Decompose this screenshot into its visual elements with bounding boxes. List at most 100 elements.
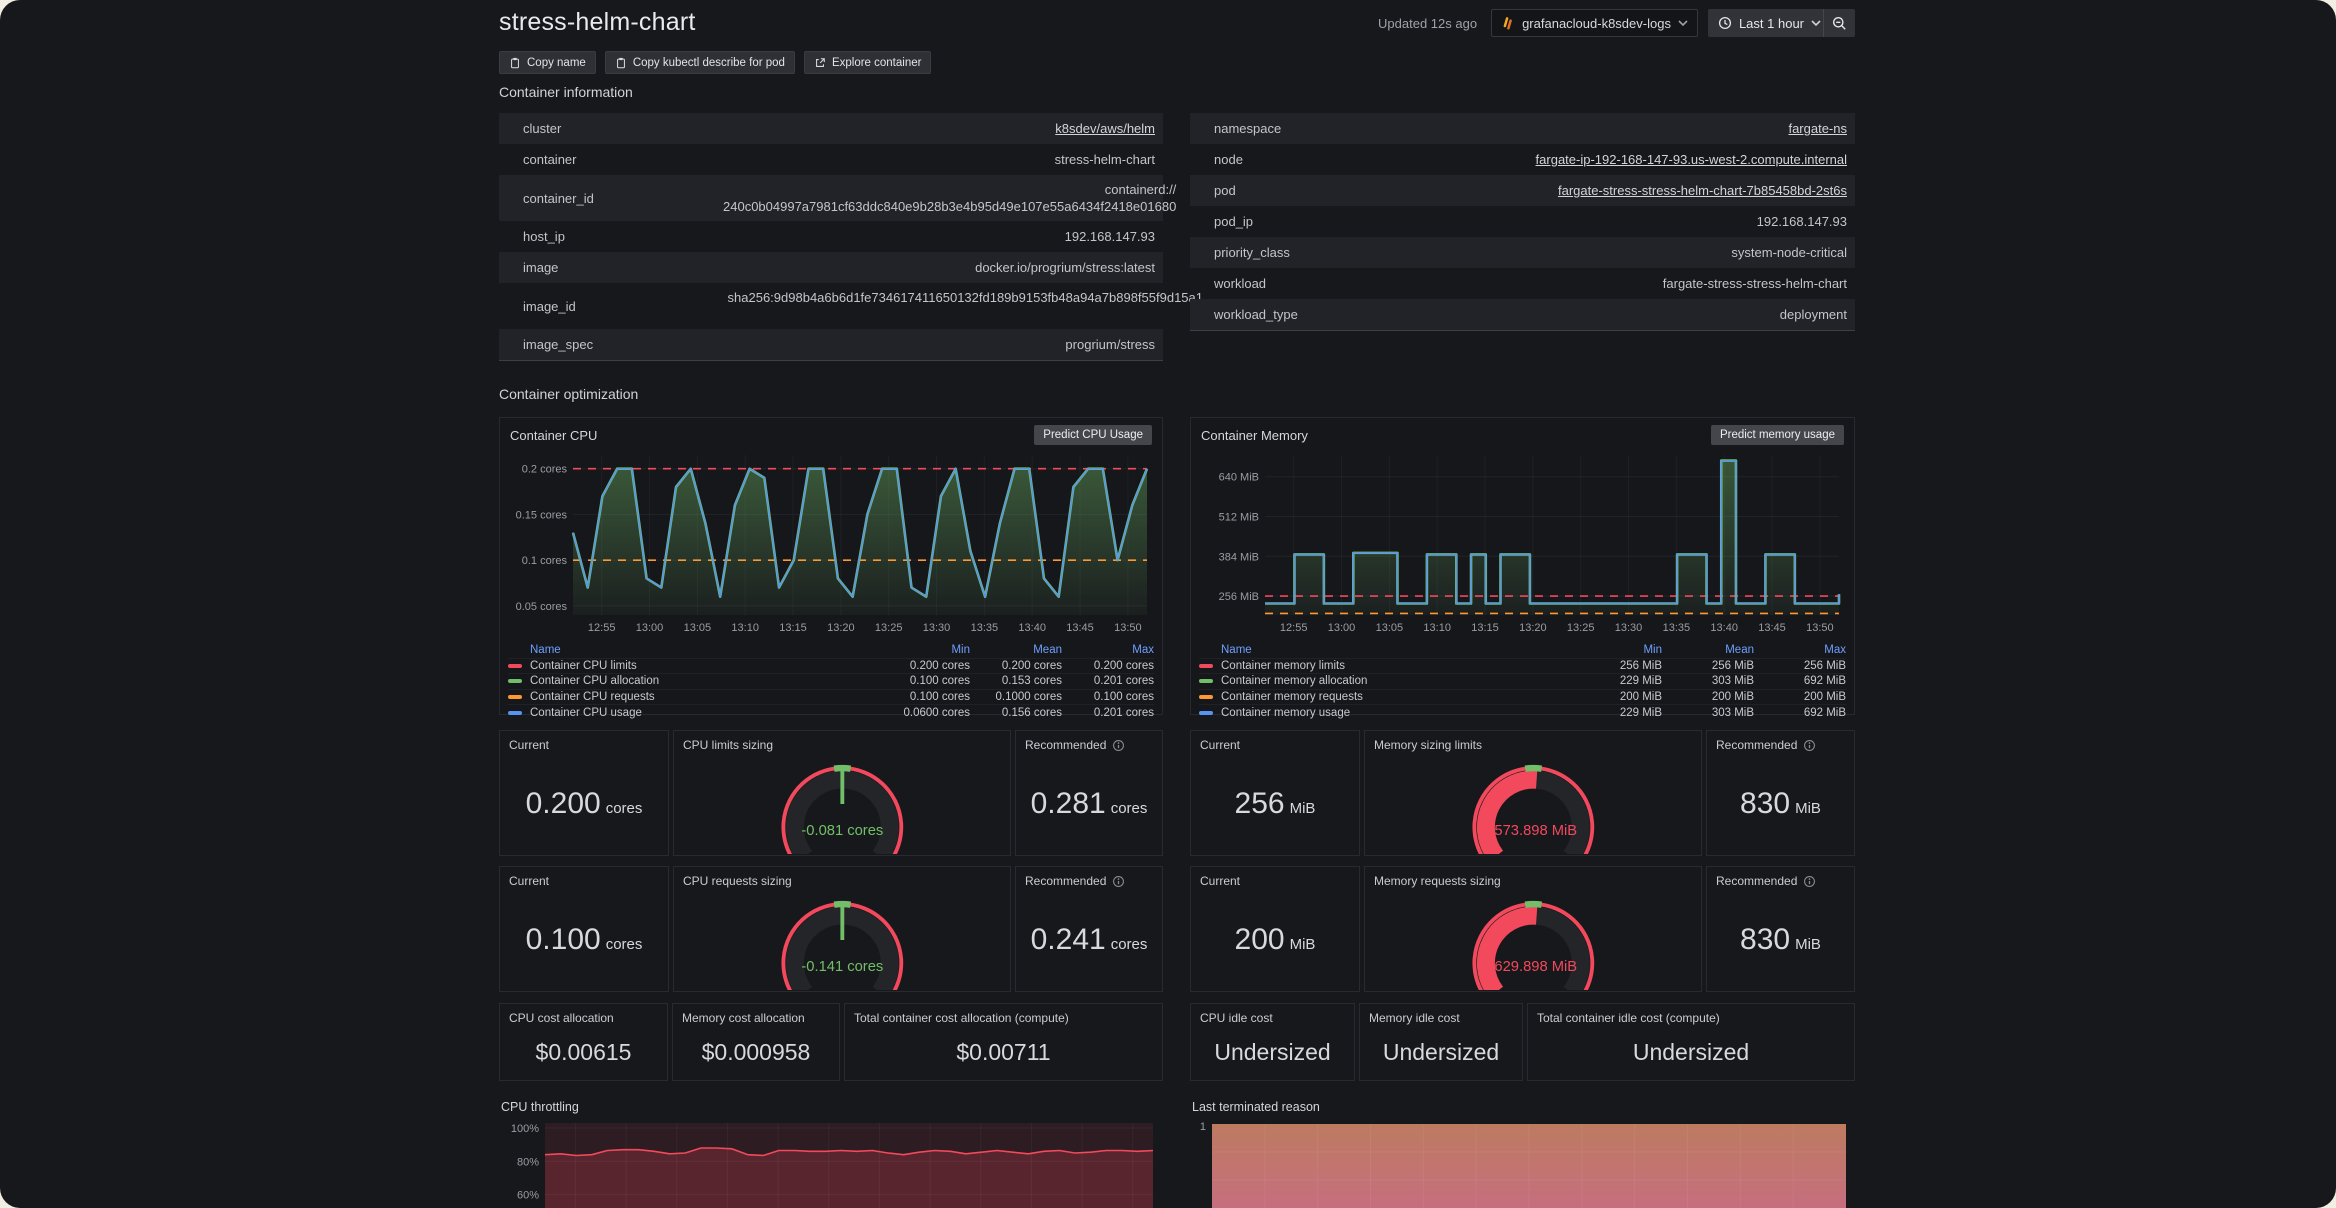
table-row: image_spec progrium/stress [499, 329, 1163, 360]
cpu-requests-current-panel: Current 0.100 cores [499, 866, 669, 992]
svg-text:13:45: 13:45 [1066, 622, 1094, 634]
series-color-swatch [508, 695, 522, 700]
cluster-link[interactable]: k8sdev/aws/helm [1055, 121, 1155, 136]
svg-text:12:55: 12:55 [588, 622, 616, 634]
svg-text:13:20: 13:20 [827, 622, 855, 634]
svg-text:13:00: 13:00 [1327, 622, 1355, 634]
container-toolbar: Copy name Copy kubectl describe for pod … [499, 51, 932, 74]
svg-text:1: 1 [1200, 1121, 1206, 1133]
cpu-limits-sizing-row: Current 0.200 cores CPU limits sizing -0.… [499, 730, 1163, 856]
dashboard-controls: Updated 12s ago grafanacloud-k8sdev-logs… [1378, 9, 1855, 37]
table-row: priority_class system-node-critical [1190, 237, 1855, 268]
panel-title: Last terminated reason [1192, 1100, 1320, 1114]
predict-cpu-usage-button[interactable]: Predict CPU Usage [1034, 425, 1152, 445]
cpu-requests-gauge: -0.141 cores [781, 900, 903, 990]
svg-text:13:05: 13:05 [1375, 622, 1403, 634]
memory-limits-current-panel: Current 256 MiB [1190, 730, 1360, 856]
svg-text:13:30: 13:30 [1614, 622, 1642, 634]
recommended-value: 0.281 [1030, 786, 1106, 820]
svg-text:0.2 cores: 0.2 cores [522, 464, 568, 476]
datasource-picker[interactable]: grafanacloud-k8sdev-logs [1491, 9, 1698, 37]
svg-text:100%: 100% [511, 1123, 539, 1135]
svg-text:256 MiB: 256 MiB [1218, 591, 1258, 603]
cpu-throttling-panel: CPU throttling 100% 80% 60% [499, 1092, 1165, 1208]
external-link-icon [816, 57, 825, 67]
table-row: image_id sha256:9d98b4a6b6d1fe73461741165… [523, 290, 1203, 322]
recommended-value: 830 [1740, 922, 1791, 956]
chevron-down-icon [1811, 19, 1821, 26]
table-row: cluster k8sdev/aws/helm [499, 113, 1163, 144]
namespace-link[interactable]: fargate-ns [1788, 121, 1847, 136]
svg-text:-573.898 MiB: -573.898 MiB [1489, 822, 1577, 838]
cpu-throttling-chart[interactable]: 100% 80% 60% [499, 1118, 1159, 1208]
legend-row[interactable]: Container CPU limits 0.200 cores 0.200 cor… [508, 657, 1154, 674]
series-color-swatch [508, 663, 522, 668]
svg-text:13:00: 13:00 [636, 622, 664, 634]
cost-value: $0.000958 [701, 1039, 811, 1065]
info-icon[interactable] [1112, 875, 1125, 888]
cpu-limits-current-panel: Current 0.200 cores [499, 730, 669, 856]
legend-row[interactable]: Container memory requests 200 MiB 200 MiB 2… [1199, 688, 1846, 705]
table-row: node fargate-ip-192-168-147-93.us-west-2.… [1214, 152, 1847, 167]
clipboard-icon [616, 57, 625, 68]
legend-header: Name Min Mean Max [530, 644, 1154, 657]
container-memory-panel: Container Memory Predict memory usage 12… [1190, 417, 1855, 719]
cost-value: $0.00711 [956, 1039, 1051, 1065]
svg-text:13:40: 13:40 [1710, 622, 1738, 634]
table-row: namespace fargate-ns [1190, 113, 1855, 144]
cpu-limits-recommended-panel: Recommended 0.281 cores [1015, 730, 1163, 856]
node-link[interactable]: fargate-ip-192-168-147-93.us-west-2.comp… [1535, 152, 1847, 167]
svg-text:13:25: 13:25 [875, 622, 903, 634]
memory-limits-sizing-row: Current 256 MiB Memory sizing limits -573… [1190, 730, 1855, 856]
series-color-swatch [508, 679, 522, 684]
svg-text:0.1 cores: 0.1 cores [522, 555, 568, 567]
svg-text:384 MiB: 384 MiB [1218, 551, 1258, 563]
current-value: 0.200 [525, 786, 601, 820]
series-color-swatch [1199, 663, 1213, 668]
legend-row[interactable]: Container CPU requests 0.100 cores 0.1000 … [508, 688, 1154, 705]
cost-value: Undersized [1214, 1039, 1331, 1065]
legend-row[interactable]: Container memory limits 256 MiB 256 MiB 256… [1199, 657, 1846, 674]
idle-cost-row: CPU idle cost Undersized Memory idle cost… [1190, 1003, 1855, 1081]
svg-text:-0.141 cores: -0.141 cores [801, 958, 883, 974]
current-value: 256 [1234, 786, 1285, 820]
series-color-swatch [1199, 710, 1213, 715]
info-icon[interactable] [1803, 739, 1816, 752]
cpu-usage-chart[interactable]: 12:55 13:00 13:05 13:10 13:15 13:20 13:25 13:30… [507, 447, 1155, 643]
legend-row[interactable]: Container memory allocation 229 MiB 303 Mi… [1199, 673, 1846, 689]
memory-requests-recommended-panel: Recommended 830 MiB [1706, 866, 1855, 992]
memory-usage-chart[interactable]: 12:55 13:00 13:05 13:10 13:15 13:20 13:25 13:30… [1199, 447, 1847, 643]
legend-row[interactable]: Container memory usage 229 MiB 303 MiB 692 … [1199, 704, 1846, 720]
last-terminated-reason-chart[interactable]: 1 [1190, 1118, 1850, 1208]
table-row: pod_ip 192.168.147.93 [1214, 214, 1847, 229]
cpu-idle-cost-panel: CPU idle cost Undersized [1190, 1003, 1355, 1081]
pod-link[interactable]: fargate-stress-stress-helm-chart-7b85458… [1557, 183, 1847, 198]
zoom-out-icon [1833, 16, 1846, 30]
section-container-information: Container information [499, 84, 633, 100]
legend-row[interactable]: Container CPU usage 0.0600 cores 0.156 cor… [508, 704, 1154, 720]
panel-title: Container CPU [510, 427, 598, 443]
cpu-cost-allocation-panel: CPU cost allocation $0.00615 [499, 1003, 668, 1081]
memory-requests-gauge-panel: Memory requests sizing -629.898 MiB [1364, 866, 1702, 992]
legend-row[interactable]: Container CPU allocation 0.100 cores 0.153… [508, 673, 1154, 689]
current-value: 0.100 [525, 922, 601, 956]
svg-text:13:40: 13:40 [1018, 622, 1046, 634]
memory-limits-recommended-panel: Recommended 830 MiB [1706, 730, 1855, 856]
copy-name-button[interactable]: Copy name [499, 51, 596, 74]
svg-text:0.15 cores: 0.15 cores [516, 509, 568, 521]
memory-limits-gauge: -573.898 MiB [1472, 764, 1594, 854]
memory-requests-current-panel: Current 200 MiB [1190, 866, 1360, 992]
predict-memory-usage-button[interactable]: Predict memory usage [1710, 425, 1844, 445]
explore-container-button[interactable]: Explore container [803, 51, 932, 74]
info-icon[interactable] [1112, 739, 1125, 752]
copy-kubectl-describe-button[interactable]: Copy kubectl describe for pod [604, 51, 795, 74]
cpu-limits-gauge-panel: CPU limits sizing -0.081 cores [673, 730, 1011, 856]
info-icon[interactable] [1803, 875, 1816, 888]
cpu-requests-recommended-panel: Recommended 0.241 cores [1015, 866, 1163, 992]
table-row: container_id containerd:// 240c0b04997a79… [499, 175, 1176, 221]
time-range-picker[interactable]: Last 1 hour [1707, 9, 1831, 37]
updated-timestamp: Updated 12s ago [1378, 15, 1478, 31]
zoom-out-button[interactable] [1823, 9, 1855, 37]
memory-idle-cost-panel: Memory idle cost Undersized [1359, 1003, 1523, 1081]
svg-text:60%: 60% [517, 1190, 539, 1202]
